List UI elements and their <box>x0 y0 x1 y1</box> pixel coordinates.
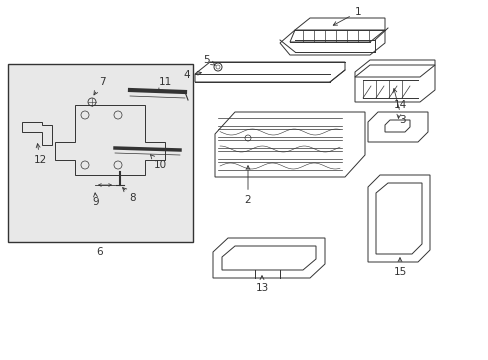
Text: 15: 15 <box>392 258 406 277</box>
Text: 13: 13 <box>255 276 268 293</box>
Text: 9: 9 <box>93 193 99 207</box>
Text: 8: 8 <box>122 188 136 203</box>
Text: 5: 5 <box>203 55 215 66</box>
Text: 6: 6 <box>97 247 103 257</box>
Text: 11: 11 <box>158 77 171 93</box>
Text: 3: 3 <box>392 89 405 125</box>
Bar <box>8 64 193 242</box>
Text: 7: 7 <box>94 77 105 95</box>
Text: 10: 10 <box>150 155 166 170</box>
Text: 1: 1 <box>333 7 361 25</box>
Text: 14: 14 <box>392 100 406 118</box>
Text: 2: 2 <box>244 166 251 205</box>
Text: 12: 12 <box>33 144 46 165</box>
Text: 4: 4 <box>183 70 201 80</box>
